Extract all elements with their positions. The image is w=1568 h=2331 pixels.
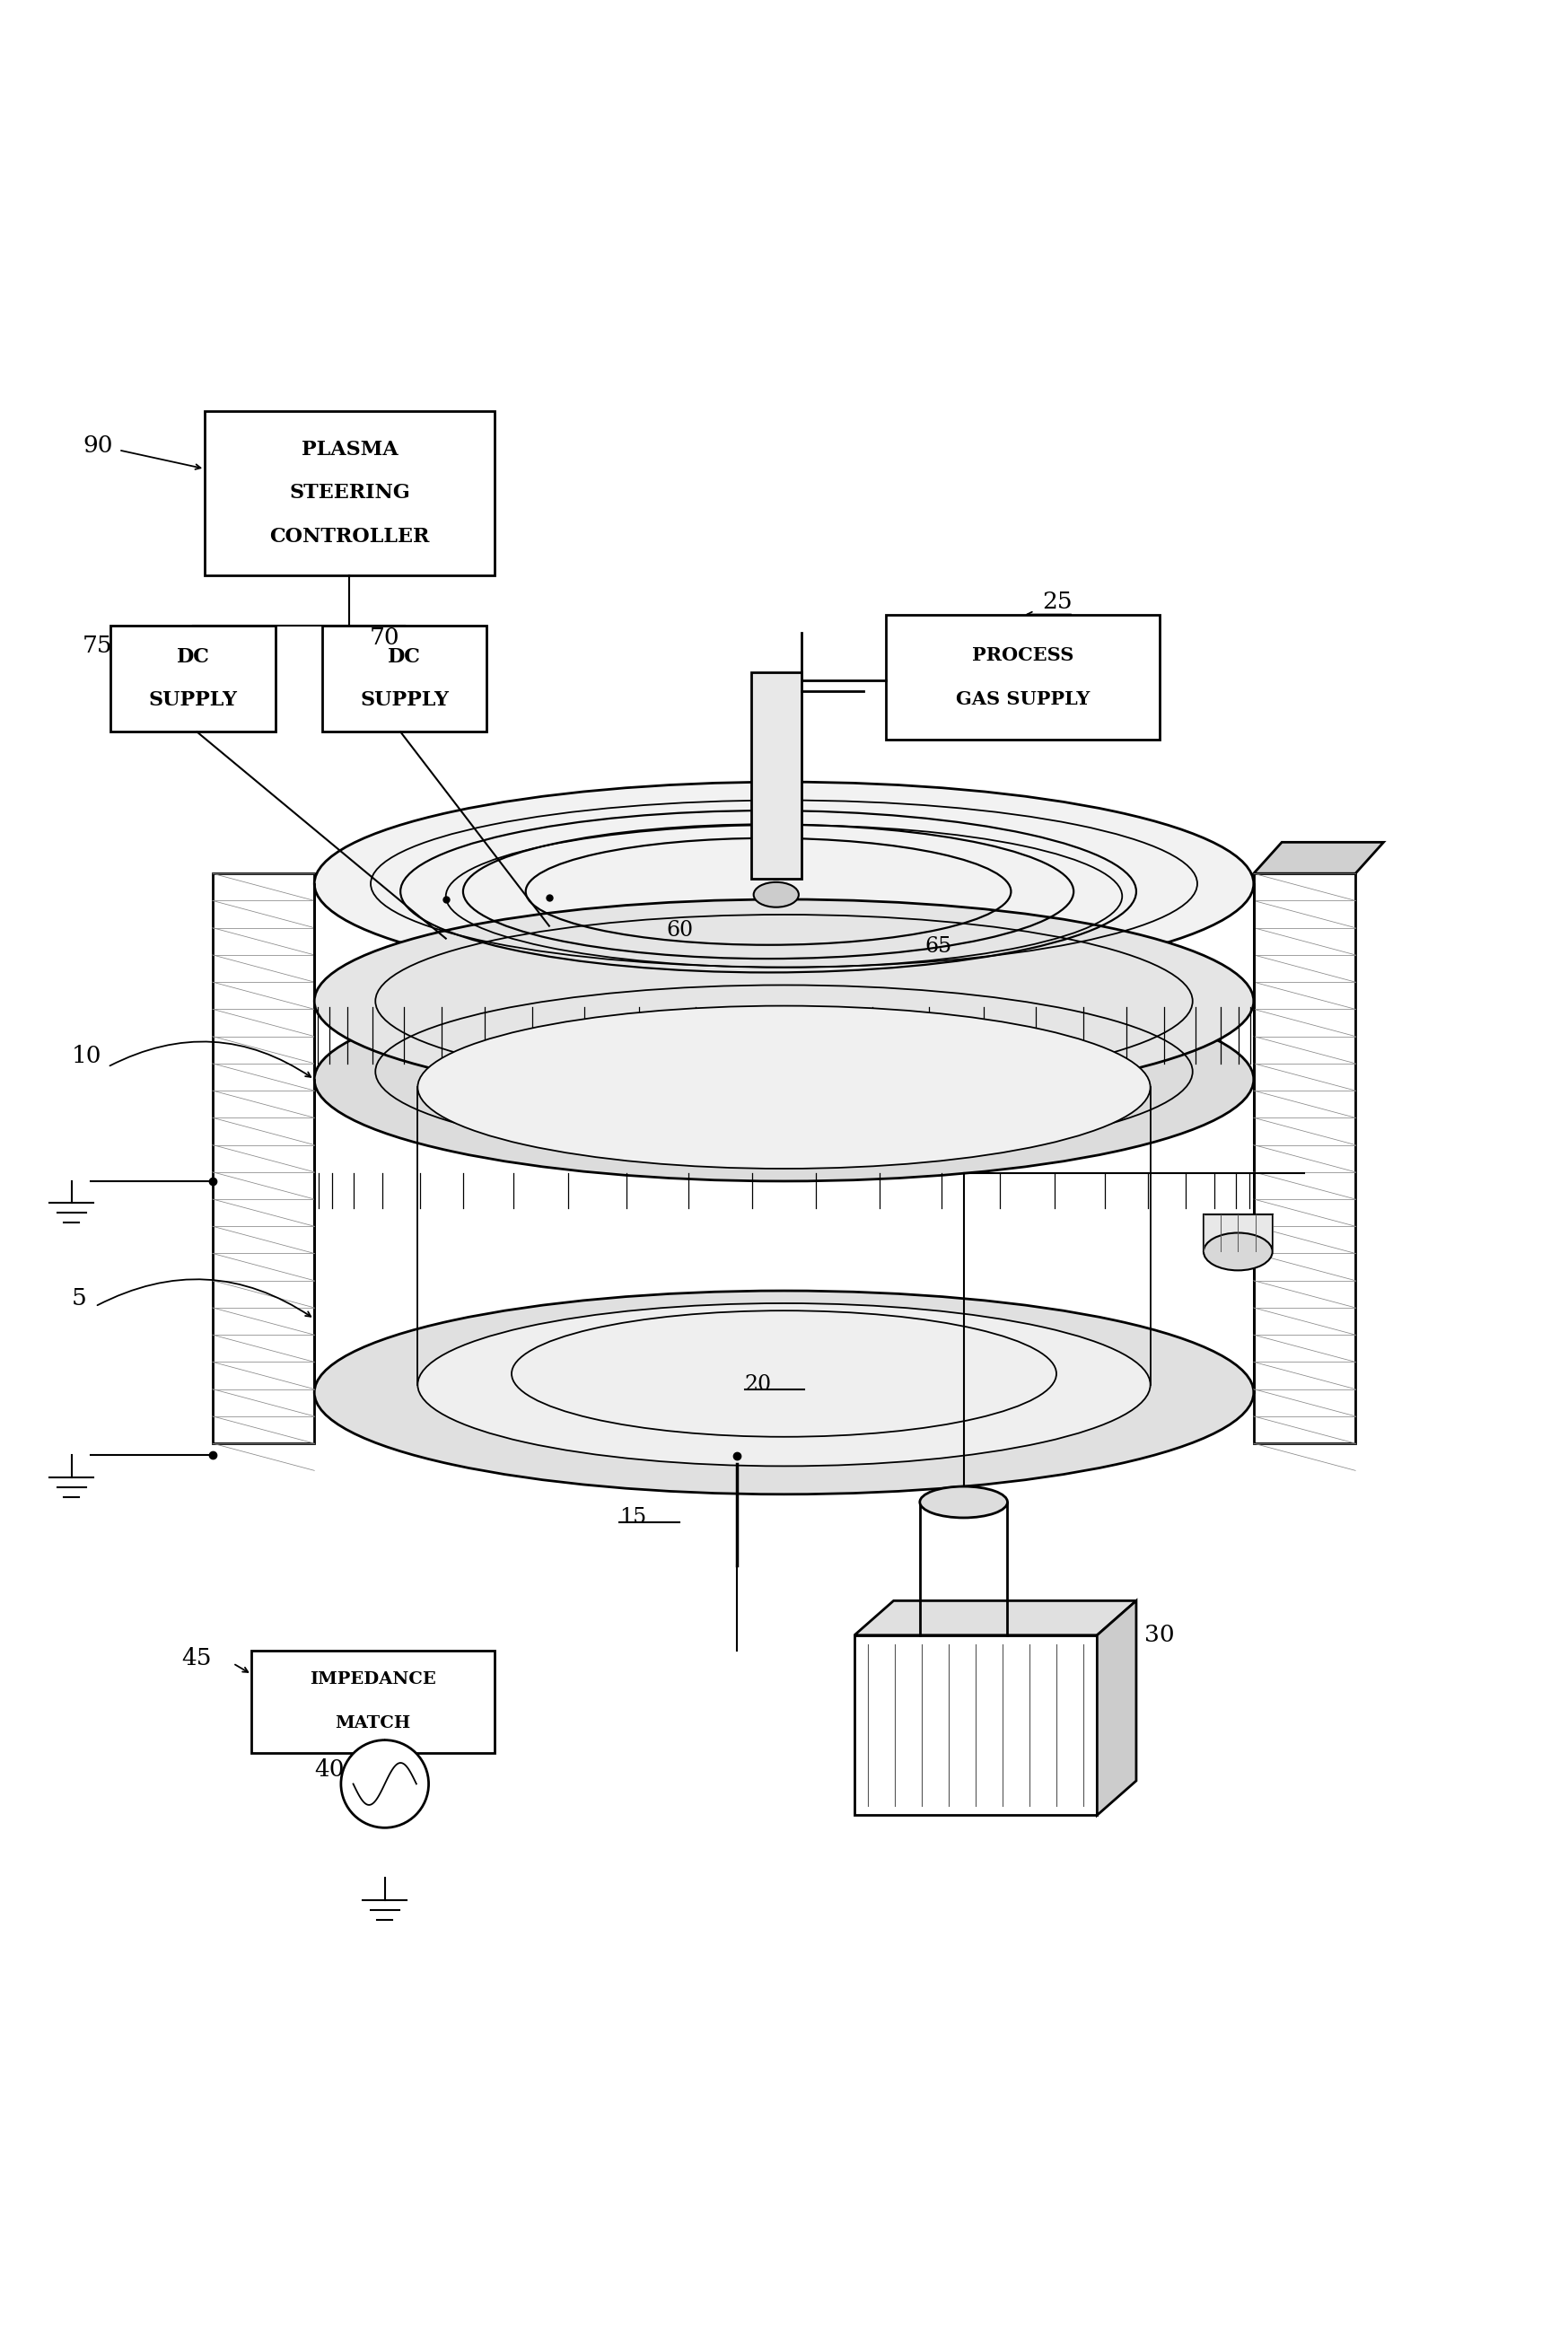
Text: 15: 15 (619, 1508, 646, 1529)
Text: PROCESS: PROCESS (972, 646, 1074, 664)
Ellipse shape (314, 781, 1254, 986)
Bar (321, 625, 486, 732)
Ellipse shape (920, 1620, 1008, 1650)
Text: 60: 60 (666, 921, 693, 942)
Text: STEERING: STEERING (289, 483, 411, 503)
Bar (855, 1634, 1098, 1816)
Text: 25: 25 (1043, 590, 1073, 613)
Ellipse shape (314, 1291, 1254, 1494)
Text: DC: DC (387, 646, 420, 667)
Bar (1204, 1214, 1273, 1252)
Polygon shape (1098, 1601, 1137, 1816)
Text: 40: 40 (314, 1758, 345, 1781)
Bar (205, 410, 494, 576)
Ellipse shape (1204, 1233, 1273, 1270)
Text: 90: 90 (83, 434, 113, 457)
Bar (111, 625, 276, 732)
Text: 10: 10 (72, 1044, 102, 1068)
Ellipse shape (314, 977, 1254, 1182)
Polygon shape (1254, 841, 1383, 874)
Text: MATCH: MATCH (336, 1716, 411, 1732)
Text: 45: 45 (182, 1648, 212, 1669)
Text: 75: 75 (83, 634, 113, 657)
Text: SUPPLY: SUPPLY (149, 690, 237, 711)
Circle shape (340, 1739, 428, 1828)
Bar (213, 874, 314, 1443)
Bar (1254, 874, 1355, 1443)
Ellipse shape (417, 1005, 1151, 1168)
Text: IMPEDANCE: IMPEDANCE (310, 1671, 436, 1688)
Bar (751, 671, 801, 879)
Text: 20: 20 (745, 1375, 771, 1394)
Text: DC: DC (177, 646, 210, 667)
Ellipse shape (417, 1303, 1151, 1466)
Polygon shape (855, 1601, 1137, 1634)
Text: 30: 30 (1145, 1625, 1174, 1646)
Text: CONTROLLER: CONTROLLER (270, 527, 430, 548)
Text: GAS SUPPLY: GAS SUPPLY (956, 690, 1090, 709)
Ellipse shape (920, 1487, 1008, 1517)
Bar (886, 615, 1160, 739)
Bar (252, 1650, 494, 1753)
Text: SUPPLY: SUPPLY (361, 690, 448, 711)
Text: PLASMA: PLASMA (301, 438, 398, 459)
Text: 65: 65 (925, 937, 952, 956)
Text: 70: 70 (368, 627, 400, 648)
Ellipse shape (754, 881, 798, 907)
Ellipse shape (314, 900, 1254, 1103)
Text: 5: 5 (72, 1287, 86, 1310)
